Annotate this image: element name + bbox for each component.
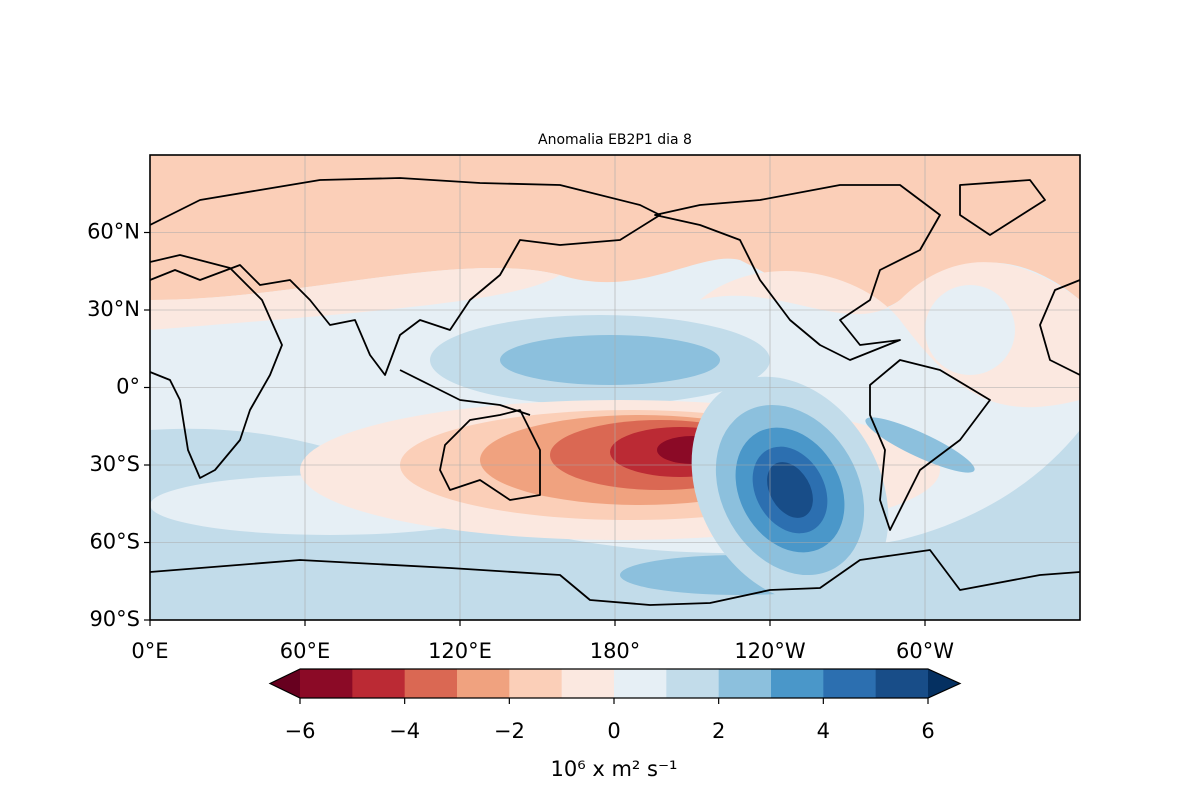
y-tick-label: 60°S [89,530,140,554]
colorbar-label: 10⁶ x m² s⁻¹ [551,757,678,781]
colorbar-bin [875,669,929,698]
colorbar-bin [771,669,824,698]
colorbar-bin [718,669,772,698]
y-tick-label: 0° [116,375,140,399]
colorbar-tick-label: 4 [817,719,830,743]
coastlines [150,177,1080,606]
colorbar-bin [561,669,615,698]
y-tick-label: 90°S [89,607,140,631]
x-tick-label: 120°E [428,639,492,663]
y-tick-label: 30°N [87,297,140,321]
colorbar-bin [666,669,720,698]
y-tick-label: 30°S [89,452,140,476]
colorbar-extend-low [270,669,300,698]
x-tick-label: 120°W [734,639,806,663]
map-title: Anomalia EB2P1 dia 8 [538,132,692,148]
colorbar-bin [823,669,877,698]
colorbar-tick-label: −2 [494,719,525,743]
colorbar-tick-label: −6 [285,719,316,743]
colorbar-bin [352,669,406,698]
x-tick-label: 0°E [131,639,168,663]
colorbar: −6 −4 −2 0 2 4 6 10⁶ x m² s⁻¹ [268,668,962,781]
colorbar-bin [404,669,458,698]
colorbar-bin [457,669,510,698]
x-tick-label: 180° [590,639,641,663]
y-tick-label: 60°N [87,220,140,244]
colorbar-bin [300,669,353,698]
x-tick-label: 60°W [896,639,954,663]
colorbar-extend-high [928,669,960,698]
x-tick-label: 60°E [280,639,331,663]
colorbar-bin [614,669,667,698]
colorbar-tick-label: −4 [389,719,420,743]
colorbar-bin [509,669,563,698]
colorbar-tick-label: 2 [712,719,725,743]
colorbar-tick-label: 0 [607,719,620,743]
colorbar-tick-label: 6 [921,719,934,743]
